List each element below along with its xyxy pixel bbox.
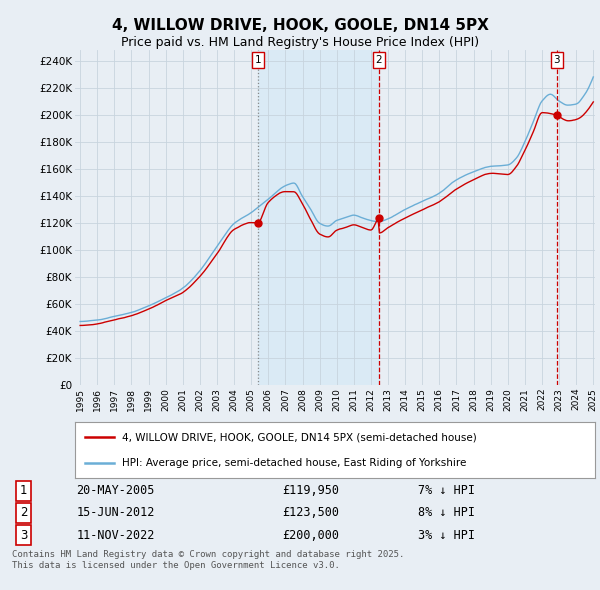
Text: 11-NOV-2022: 11-NOV-2022	[77, 529, 155, 542]
Text: 1: 1	[20, 484, 28, 497]
Text: Contains HM Land Registry data © Crown copyright and database right 2025.
This d: Contains HM Land Registry data © Crown c…	[12, 550, 404, 569]
Text: £119,950: £119,950	[283, 484, 340, 497]
Text: 4, WILLOW DRIVE, HOOK, GOOLE, DN14 5PX (semi-detached house): 4, WILLOW DRIVE, HOOK, GOOLE, DN14 5PX (…	[122, 432, 476, 442]
Text: £200,000: £200,000	[283, 529, 340, 542]
Text: HPI: Average price, semi-detached house, East Riding of Yorkshire: HPI: Average price, semi-detached house,…	[122, 458, 466, 468]
Text: 20-MAY-2005: 20-MAY-2005	[77, 484, 155, 497]
Text: £123,500: £123,500	[283, 506, 340, 520]
Text: 3: 3	[554, 55, 560, 65]
Text: 8% ↓ HPI: 8% ↓ HPI	[418, 506, 475, 520]
Text: 4, WILLOW DRIVE, HOOK, GOOLE, DN14 5PX: 4, WILLOW DRIVE, HOOK, GOOLE, DN14 5PX	[112, 18, 488, 33]
Text: 15-JUN-2012: 15-JUN-2012	[77, 506, 155, 520]
Text: Price paid vs. HM Land Registry's House Price Index (HPI): Price paid vs. HM Land Registry's House …	[121, 36, 479, 49]
Text: 1: 1	[254, 55, 261, 65]
Text: 2: 2	[376, 55, 382, 65]
Text: 3% ↓ HPI: 3% ↓ HPI	[418, 529, 475, 542]
Bar	[257, 50, 379, 385]
Text: 2: 2	[20, 506, 28, 520]
Text: 3: 3	[20, 529, 28, 542]
Text: 7% ↓ HPI: 7% ↓ HPI	[418, 484, 475, 497]
